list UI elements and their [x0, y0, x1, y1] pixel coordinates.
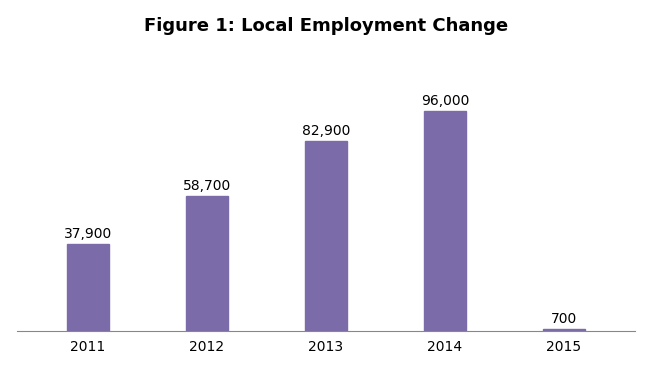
Bar	[305, 141, 347, 331]
Text: 82,900: 82,900	[302, 124, 350, 138]
Text: 700: 700	[551, 312, 577, 326]
Bar	[67, 244, 109, 331]
Bar	[543, 329, 585, 331]
Text: 37,900: 37,900	[64, 227, 112, 241]
Title: Figure 1: Local Employment Change: Figure 1: Local Employment Change	[144, 17, 508, 35]
Bar	[424, 111, 466, 331]
Text: 96,000: 96,000	[421, 94, 469, 108]
Text: 58,700: 58,700	[183, 179, 231, 193]
Bar	[186, 196, 228, 331]
